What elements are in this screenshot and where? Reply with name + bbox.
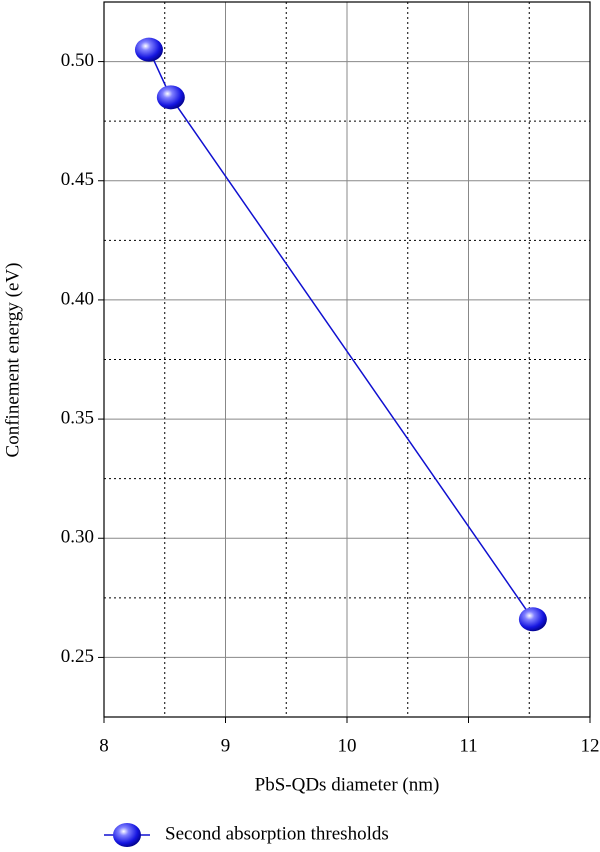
x-tick-label: 11 <box>459 735 477 756</box>
marker <box>518 607 547 632</box>
legend-marker <box>113 823 141 847</box>
x-tick-label: 10 <box>338 735 357 756</box>
x-axis-label: PbS-QDs diameter (nm) <box>255 774 440 795</box>
series-line <box>148 49 534 620</box>
y-tick-label: 0.50 <box>61 50 94 71</box>
x-tick-label: 12 <box>581 735 600 756</box>
x-tick-label: 9 <box>221 735 231 756</box>
marker <box>134 37 163 62</box>
y-tick-label: 0.40 <box>61 288 94 309</box>
y-tick-label: 0.30 <box>61 527 94 548</box>
x-tick-label: 8 <box>99 735 109 756</box>
legend-label: Second absorption thresholds <box>165 823 389 844</box>
marker <box>156 85 185 110</box>
y-tick-label: 0.35 <box>61 407 94 428</box>
marks <box>134 37 547 632</box>
y-tick-label: 0.45 <box>61 169 94 190</box>
y-axis-label: Confinement energy (eV) <box>2 263 23 458</box>
y-tick-label: 0.25 <box>61 646 94 667</box>
grid <box>103 2 591 717</box>
